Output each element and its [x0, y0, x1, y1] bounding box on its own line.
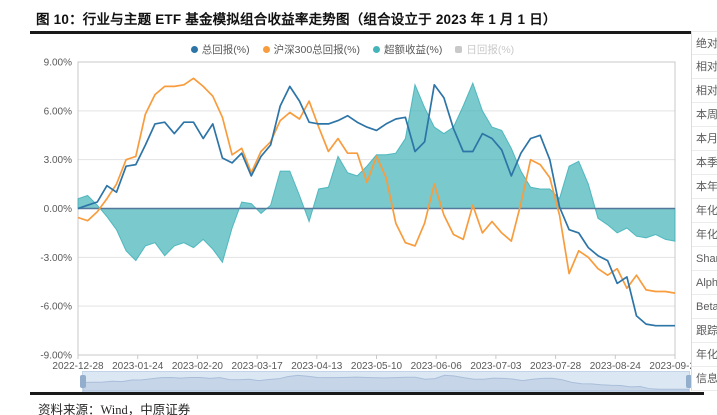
- legend-item-0[interactable]: 总回报(%): [190, 42, 250, 57]
- circle-marker-icon: [190, 46, 198, 53]
- chart-legend: 总回报(%) 沪深300总回报(%) 超额收益(%) 日回报(%): [0, 42, 705, 57]
- series-total-return-line: [77, 83, 675, 327]
- stats-row-12: 跟踪: [692, 319, 717, 343]
- x-axis-label: 2023-01-24: [112, 361, 164, 372]
- title-divider: [30, 31, 704, 34]
- minimap-silhouette: [83, 374, 689, 391]
- series-excess-return-area: [77, 81, 676, 264]
- x-axis-label: 2023-03-17: [232, 361, 284, 372]
- y-axis-label: -9.00%: [40, 351, 72, 362]
- stats-row-11: Beta: [692, 295, 717, 319]
- x-axis-label: 2023-09-20: [649, 361, 701, 372]
- circle-marker-icon: [373, 46, 380, 53]
- legend-item-1[interactable]: 沪深300总回报(%): [262, 42, 360, 57]
- series-csi300-line: [77, 77, 676, 294]
- y-axis-label: 3.00%: [44, 155, 72, 166]
- stats-row-1: 相对: [692, 55, 717, 79]
- stats-row-4: 本月: [692, 127, 717, 151]
- legend-label: 超额收益(%): [384, 44, 443, 56]
- stats-row-0: 绝对: [692, 31, 717, 55]
- x-axis-label: 2023-06-06: [411, 361, 463, 372]
- slider-minimap: [83, 374, 689, 391]
- y-axis-label: -3.00%: [40, 253, 72, 264]
- stats-row-14: 信息: [692, 367, 717, 391]
- stats-row-5: 本季: [692, 151, 717, 175]
- source-note: 资料来源：Wind，中原证券: [38, 403, 191, 415]
- stats-row-8: 年化: [692, 223, 717, 247]
- stats-row-9: Shar: [692, 247, 717, 271]
- x-axis-label: 2023-07-28: [530, 361, 582, 372]
- legend-label: 沪深300总回报(%): [273, 44, 360, 56]
- x-axis-label: 2023-08-24: [590, 361, 642, 372]
- square-marker-icon: [455, 46, 463, 53]
- x-axis-label: 2023-02-20: [172, 361, 224, 372]
- stats-row-2: 相对: [692, 79, 717, 103]
- y-axis-label: 0.00%: [44, 204, 72, 215]
- y-axis-label: 6.00%: [44, 106, 72, 117]
- stats-row-10: Alph: [692, 271, 717, 295]
- return-line-chart: 9.00%6.00%3.00%0.00%-3.00%-6.00%-9.00%20…: [40, 58, 701, 373]
- x-axis-label: 2023-07-03: [470, 361, 522, 372]
- x-axis-label: 2023-04-13: [291, 361, 343, 372]
- stats-row-7: 年化: [692, 199, 717, 223]
- legend-label: 总回报(%): [201, 44, 250, 56]
- stats-panel: 绝对 相对 相对 本周 本月 本季 本年 年化 年化 Shar Alph Beta 跟踪 年化 信息: [691, 31, 717, 391]
- stats-row-13: 年化: [692, 343, 717, 367]
- y-axis-label: -6.00%: [40, 302, 72, 313]
- x-axis-label: 2023-05-10: [351, 361, 403, 372]
- legend-item-3[interactable]: 日回报(%): [455, 42, 514, 57]
- legend-label: 日回报(%): [466, 44, 515, 56]
- y-axis-label: 9.00%: [44, 58, 72, 69]
- legend-item-2[interactable]: 超额收益(%): [373, 42, 442, 57]
- figure-title: 图 10：行业与主题 ETF 基金模拟组合收益率走势图（组合设立于 2023 年…: [36, 12, 557, 27]
- bottom-divider: [30, 392, 704, 395]
- stats-row-3: 本周: [692, 103, 717, 127]
- stats-row-6: 本年: [692, 175, 717, 199]
- slider-handle-left[interactable]: [80, 375, 86, 388]
- x-axis-label: 2022-12-28: [52, 361, 104, 372]
- time-range-slider[interactable]: [80, 371, 692, 392]
- circle-marker-icon: [262, 46, 270, 53]
- slider-handle-right[interactable]: [686, 375, 692, 388]
